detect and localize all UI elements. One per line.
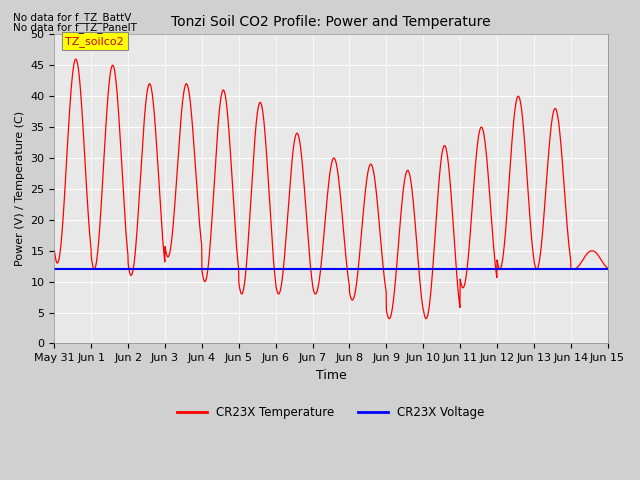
CR23X Temperature bbox=[359, 212, 367, 217]
CR23X Temperature bbox=[72, 56, 79, 62]
Text: No data for f_TZ_PanelT: No data for f_TZ_PanelT bbox=[13, 22, 137, 33]
Line: CR23X Temperature: CR23X Temperature bbox=[54, 59, 607, 319]
CR23X Temperature bbox=[571, 266, 579, 272]
Y-axis label: Power (V) / Temperature (C): Power (V) / Temperature (C) bbox=[15, 111, 25, 266]
CR23X Voltage bbox=[88, 266, 95, 272]
X-axis label: Time: Time bbox=[316, 369, 346, 382]
Text: TZ_soilco2: TZ_soilco2 bbox=[65, 36, 124, 47]
CR23X Temperature bbox=[348, 296, 355, 301]
Text: No data for f_TZ_BattV: No data for f_TZ_BattV bbox=[13, 12, 131, 23]
Title: Tonzi Soil CO2 Profile: Power and Temperature: Tonzi Soil CO2 Profile: Power and Temper… bbox=[171, 15, 491, 29]
CR23X Temperature bbox=[556, 123, 563, 129]
CR23X Temperature bbox=[604, 265, 611, 271]
CR23X Temperature bbox=[205, 257, 212, 263]
CR23X Temperature bbox=[51, 248, 58, 253]
Legend: CR23X Temperature, CR23X Voltage: CR23X Temperature, CR23X Voltage bbox=[173, 402, 489, 424]
CR23X Temperature bbox=[492, 269, 500, 275]
CR23X Temperature bbox=[385, 316, 393, 322]
CR23X Voltage bbox=[51, 266, 58, 272]
